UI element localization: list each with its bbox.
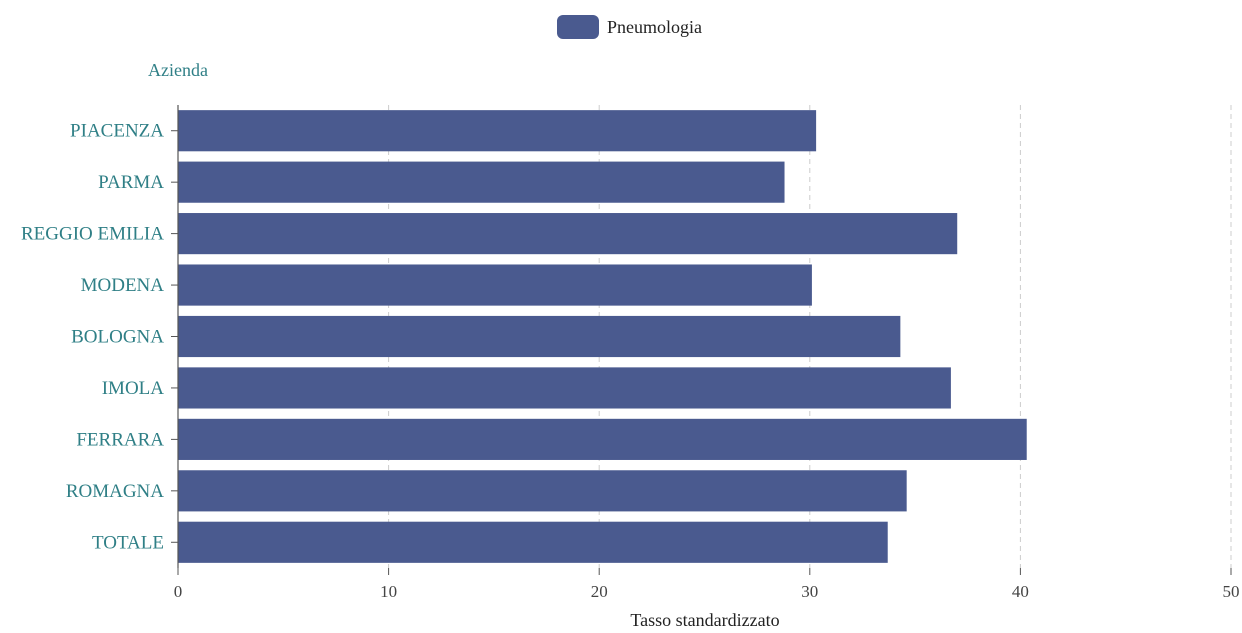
bar[interactable] <box>178 315 901 358</box>
category-label: IMOLA <box>102 378 165 399</box>
x-tick-label: 0 <box>174 582 183 601</box>
axes: PIACENZA PARMA REGGIO EMILIA MODENA BOLOGNA I… <box>21 105 1240 601</box>
category-label: ROMAGNA <box>66 481 164 502</box>
bar[interactable] <box>178 213 958 255</box>
bar[interactable] <box>178 264 812 306</box>
bar[interactable] <box>178 110 817 152</box>
category-label: MODENA <box>81 275 165 296</box>
legend[interactable]: Pneumologia <box>557 15 702 39</box>
x-axis-title: Tasso standardizzato <box>630 610 779 628</box>
x-tick-label: 50 <box>1223 582 1240 601</box>
bar[interactable] <box>178 161 785 203</box>
x-tick-label: 40 <box>1012 582 1029 601</box>
category-label: BOLOGNA <box>71 327 164 348</box>
bar[interactable] <box>178 367 951 409</box>
bars <box>178 110 1027 563</box>
category-label: REGGIO EMILIA <box>21 224 164 245</box>
bar[interactable] <box>178 470 907 512</box>
bar[interactable] <box>178 521 888 563</box>
x-tick-label: 30 <box>801 582 818 601</box>
legend-label: Pneumologia <box>607 17 702 37</box>
x-tick-label: 10 <box>380 582 397 601</box>
category-label: FERRARA <box>76 429 164 450</box>
bar[interactable] <box>178 418 1027 460</box>
category-label: TOTALE <box>92 532 164 553</box>
y-axis-title: Azienda <box>148 60 208 80</box>
category-label: PIACENZA <box>70 121 164 142</box>
category-label: PARMA <box>98 172 164 193</box>
legend-swatch <box>557 15 599 39</box>
x-tick-label: 20 <box>591 582 608 601</box>
